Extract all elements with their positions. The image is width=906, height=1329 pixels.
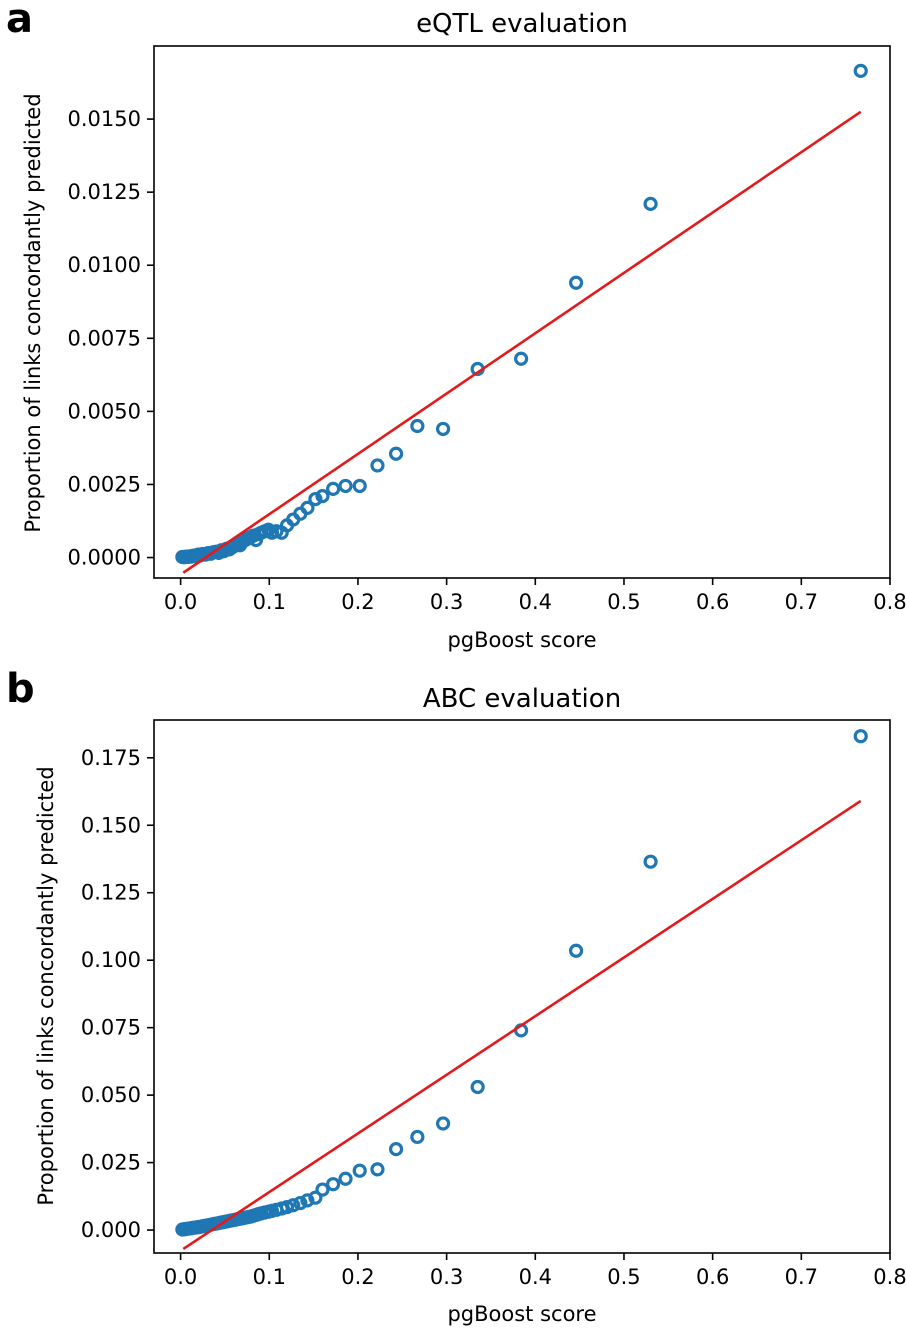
y-tick-label-b: 0.150 [81, 813, 141, 837]
plot-area-a [175, 63, 868, 574]
y-tick-label-a: 0.0025 [68, 472, 141, 496]
data-point-b [568, 943, 584, 958]
y-tick-label-b: 0.100 [81, 948, 141, 972]
x-ticks-b: 0.0 0.1 0.2 0.3 0.4 0.5 0.6 0.7 0.8 [164, 1253, 906, 1289]
data-point-a [514, 351, 529, 366]
x-tick-label-a: 0.0 [164, 590, 197, 614]
data-point-b [352, 1163, 367, 1178]
x-tick-label-a: 0.4 [519, 590, 552, 614]
data-point-a [370, 458, 385, 473]
y-tick-label-b: 0.075 [81, 1016, 141, 1040]
y-tick-label-a: 0.0150 [68, 107, 141, 131]
y-tick-label-b: 0.125 [81, 881, 141, 905]
y-tick-label-a: 0.0100 [68, 253, 141, 277]
x-tick-label-a: 0.1 [253, 590, 286, 614]
data-point-a [388, 446, 404, 461]
panel-letter-a: a [6, 0, 33, 42]
data-point-a [315, 489, 330, 504]
data-point-b [315, 1182, 330, 1197]
panel-b: b ABC evaluation pgBoost score Proportio… [6, 666, 906, 1326]
data-point-b [388, 1141, 404, 1157]
data-point-b [293, 1195, 308, 1211]
x-tick-label-b: 0.8 [873, 1265, 906, 1289]
axes-frame-b [153, 719, 891, 1254]
x-axis-label-a: pgBoost score [447, 628, 596, 652]
data-point-b [853, 729, 868, 744]
panel-a: a eQTL evaluation pgBoost score Proporti… [6, 0, 906, 652]
fit-line-a [182, 110, 862, 574]
y-tick-label-a: 0.0050 [68, 399, 141, 423]
x-tick-label-a: 0.2 [341, 590, 374, 614]
data-point-b [370, 1162, 385, 1177]
x-tick-label-b: 0.3 [430, 1265, 463, 1289]
data-point-b [279, 1200, 295, 1215]
panel-letter-b: b [6, 666, 35, 712]
data-point-a [326, 481, 341, 496]
x-tick-label-b: 0.7 [785, 1265, 818, 1289]
y-axis-label-a: Proportion of links concordantly predict… [21, 93, 45, 532]
x-tick-label-a: 0.6 [696, 590, 729, 614]
y-tick-label-a: 0.0075 [68, 326, 141, 350]
y-ticks-b: 0.000 0.025 0.050 0.075 0.100 0.125 0.150 0.175 [81, 746, 154, 1242]
y-tick-label-b: 0.175 [81, 746, 141, 770]
x-tick-label-a: 0.7 [785, 590, 818, 614]
x-tick-label-b: 0.4 [519, 1265, 552, 1289]
data-point-a [435, 421, 451, 437]
y-axis-label-b: Proportion of links concordantly predict… [34, 766, 58, 1205]
x-ticks-a: 0.0 0.1 0.2 0.3 0.4 0.5 0.6 0.7 0.8 [164, 578, 906, 614]
x-axis-label-b: pgBoost score [447, 1302, 596, 1326]
axes-frame-a [153, 45, 891, 579]
data-point-a [643, 196, 658, 211]
fit-line-b [182, 799, 862, 1251]
x-tick-label-b: 0.5 [607, 1265, 640, 1289]
chart-title-b: ABC evaluation [423, 684, 621, 714]
y-tick-label-b: 0.025 [81, 1151, 141, 1175]
data-point-b [308, 1190, 323, 1205]
data-point-b [300, 1193, 315, 1208]
data-point-a [853, 63, 868, 78]
data-point-a [308, 491, 323, 507]
data-point-a [352, 478, 367, 494]
y-tick-label-b: 0.050 [81, 1083, 141, 1107]
data-point-b [470, 1079, 485, 1095]
y-tick-label-b: 0.000 [81, 1218, 141, 1242]
data-point-b [410, 1129, 425, 1145]
data-point-b [338, 1171, 353, 1186]
y-ticks-a: 0.0000 0.0025 0.0050 0.0075 0.0100 0.0125 0.01… [68, 107, 154, 570]
data-point-b [643, 854, 658, 869]
y-tick-label-a: 0.0000 [68, 546, 141, 570]
x-tick-label-b: 0.1 [253, 1265, 286, 1289]
data-point-a [410, 418, 425, 434]
data-point-b [326, 1177, 341, 1192]
data-point-a [338, 478, 353, 494]
x-tick-label-a: 0.8 [873, 590, 906, 614]
data-point-b [435, 1116, 451, 1131]
x-tick-label-b: 0.6 [696, 1265, 729, 1289]
data-point-a [300, 500, 315, 515]
y-tick-label-a: 0.0125 [68, 180, 141, 204]
chart-title-a: eQTL evaluation [416, 9, 628, 39]
data-point-a [568, 275, 584, 290]
x-tick-label-b: 0.2 [341, 1265, 374, 1289]
x-tick-label-a: 0.3 [430, 590, 463, 614]
x-tick-label-a: 0.5 [607, 590, 640, 614]
plot-area-b [175, 729, 868, 1251]
data-point-b [286, 1198, 301, 1213]
x-tick-label-b: 0.0 [164, 1265, 197, 1289]
